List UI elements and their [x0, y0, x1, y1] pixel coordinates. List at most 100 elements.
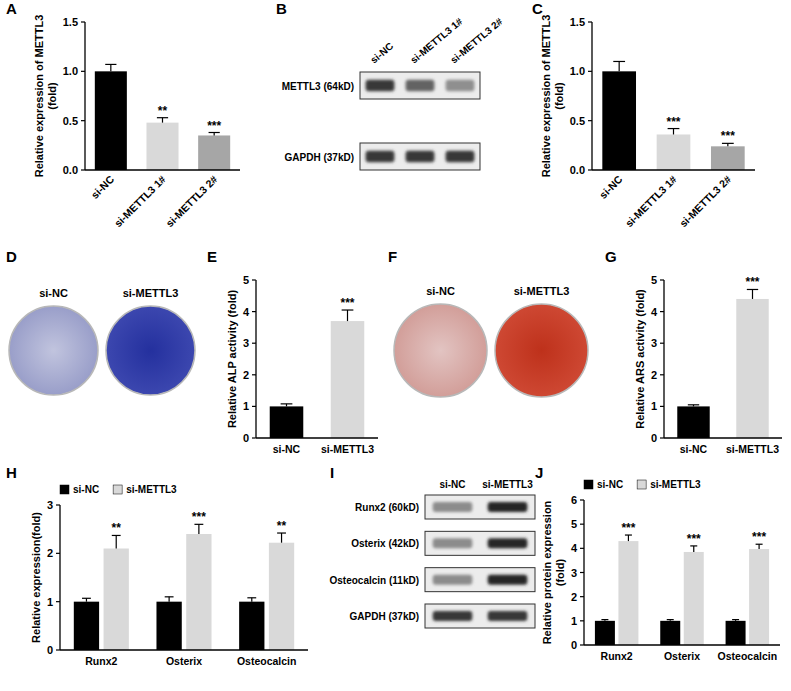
stain-dish — [495, 304, 588, 397]
y-tick-label: 1 — [651, 400, 657, 412]
y-tick-label: 5 — [651, 274, 657, 286]
error-cap — [667, 619, 674, 620]
error-stem — [673, 129, 674, 135]
y-tick-label: 0.5 — [63, 115, 78, 127]
significance: ** — [112, 521, 122, 535]
significance: *** — [666, 115, 680, 129]
error-bar — [667, 620, 674, 621]
x-axis — [256, 437, 378, 438]
y-tick-label: 1 — [571, 615, 577, 627]
lane-label: si-METTL3 2# — [448, 15, 505, 65]
y-axis-title: Relative ARS activity (fold) — [634, 289, 646, 429]
legend-swatch — [113, 485, 122, 494]
panel-letter: G — [605, 248, 617, 265]
y-tick-label: 3 — [651, 337, 657, 349]
lane-label: si-NC — [368, 40, 395, 65]
blot-band — [488, 538, 528, 548]
x-tick-label: Osteocalcin — [718, 650, 778, 662]
bar — [736, 299, 768, 438]
error-cap — [732, 619, 739, 620]
y-axis — [59, 505, 60, 650]
error-bar — [722, 143, 734, 146]
legend-swatch — [584, 480, 593, 489]
error-cap — [165, 596, 174, 597]
y-axis-title-line: Relative expression(fold) — [30, 512, 42, 643]
panel-letter: A — [6, 0, 17, 17]
error-bar — [613, 61, 625, 71]
y-tick-label: 0.0 — [570, 164, 585, 176]
row-label: GAPDH (37kD) — [285, 152, 354, 163]
x-tick-label: si-NC — [597, 173, 625, 201]
error-bar — [209, 133, 220, 136]
bar — [602, 71, 636, 170]
y-axis — [255, 280, 256, 438]
blot-strip — [425, 495, 535, 519]
y-axis-title: Relative expression of METTL3(fold) — [540, 15, 565, 178]
y-tick-label: 1.5 — [570, 16, 585, 28]
x-tick-label: Osteocalcin — [237, 655, 297, 667]
y-tick-label: 4 — [571, 542, 578, 554]
y-tick-label: 0 — [47, 644, 53, 656]
error-bar — [157, 118, 168, 123]
blot-band — [488, 611, 528, 621]
legend-swatch — [60, 485, 69, 494]
y-axis-title-group: Relative ALP activity (fold) — [226, 290, 238, 428]
panel-letter: H — [6, 464, 17, 481]
error-bar — [756, 544, 763, 549]
bar — [684, 552, 704, 645]
error-bar — [105, 64, 116, 71]
bar — [657, 134, 691, 170]
figure: 0.0 0.5 1.0 1.5 Relative expression of METTL… — [0, 0, 791, 691]
y-axis — [583, 500, 584, 645]
significance: *** — [192, 510, 206, 524]
x-axis — [85, 169, 240, 170]
y-axis-title-line: (fold) — [553, 82, 565, 110]
y-axis — [591, 22, 592, 170]
y-tick-label: 1.0 — [63, 65, 78, 77]
error-cap — [82, 598, 91, 599]
error-bar — [601, 620, 608, 621]
sample-label: si-NC — [39, 287, 68, 299]
x-tick-label: si-METTL3 1# — [623, 173, 679, 229]
error-bar — [112, 535, 121, 548]
x-tick-label: si-NC — [88, 173, 116, 201]
x-tick-label: si-METTL3 2# — [677, 173, 733, 229]
legend-label: si-METTL3 — [650, 479, 701, 490]
y-tick-label: 5 — [571, 518, 577, 530]
y-axis-title-line: (fold) — [554, 558, 566, 586]
legend-label: si-METTL3 — [126, 484, 177, 495]
y-axis-title: Relative expression(fold) — [30, 512, 42, 643]
y-axis — [663, 280, 664, 438]
blot-strip — [360, 143, 480, 170]
error-cap — [688, 404, 699, 405]
x-tick-label: Runx2 — [85, 655, 117, 667]
legend-swatch — [637, 480, 646, 489]
error-stem — [752, 289, 753, 298]
y-tick-label: 1.5 — [63, 16, 78, 28]
stain-dish — [106, 306, 195, 395]
error-bar — [690, 546, 697, 552]
bar — [104, 549, 129, 651]
x-tick-label: si-NC — [273, 443, 301, 455]
row-label: Osteocalcin (11kD) — [330, 575, 419, 586]
error-cap — [613, 61, 625, 62]
bar — [239, 602, 264, 650]
panel-letter: D — [6, 248, 17, 265]
significance: *** — [340, 296, 354, 310]
x-tick-label: si-METTL3 2# — [163, 173, 219, 229]
error-stem — [619, 61, 620, 71]
blot-band — [366, 151, 395, 162]
error-bar — [281, 404, 293, 407]
panel-letter: E — [207, 248, 217, 265]
error-stem — [116, 535, 117, 548]
panel-letter: I — [330, 464, 334, 481]
error-bar — [247, 598, 256, 602]
bar — [269, 543, 294, 650]
bar — [618, 541, 638, 645]
error-stem — [347, 310, 348, 321]
y-axis-title-group: Relative expression of METTL3(fold) — [33, 15, 58, 178]
stain-dish — [394, 304, 487, 397]
blot-strip — [425, 604, 535, 628]
panel-letter: B — [276, 0, 287, 17]
blot-strip — [360, 72, 480, 99]
